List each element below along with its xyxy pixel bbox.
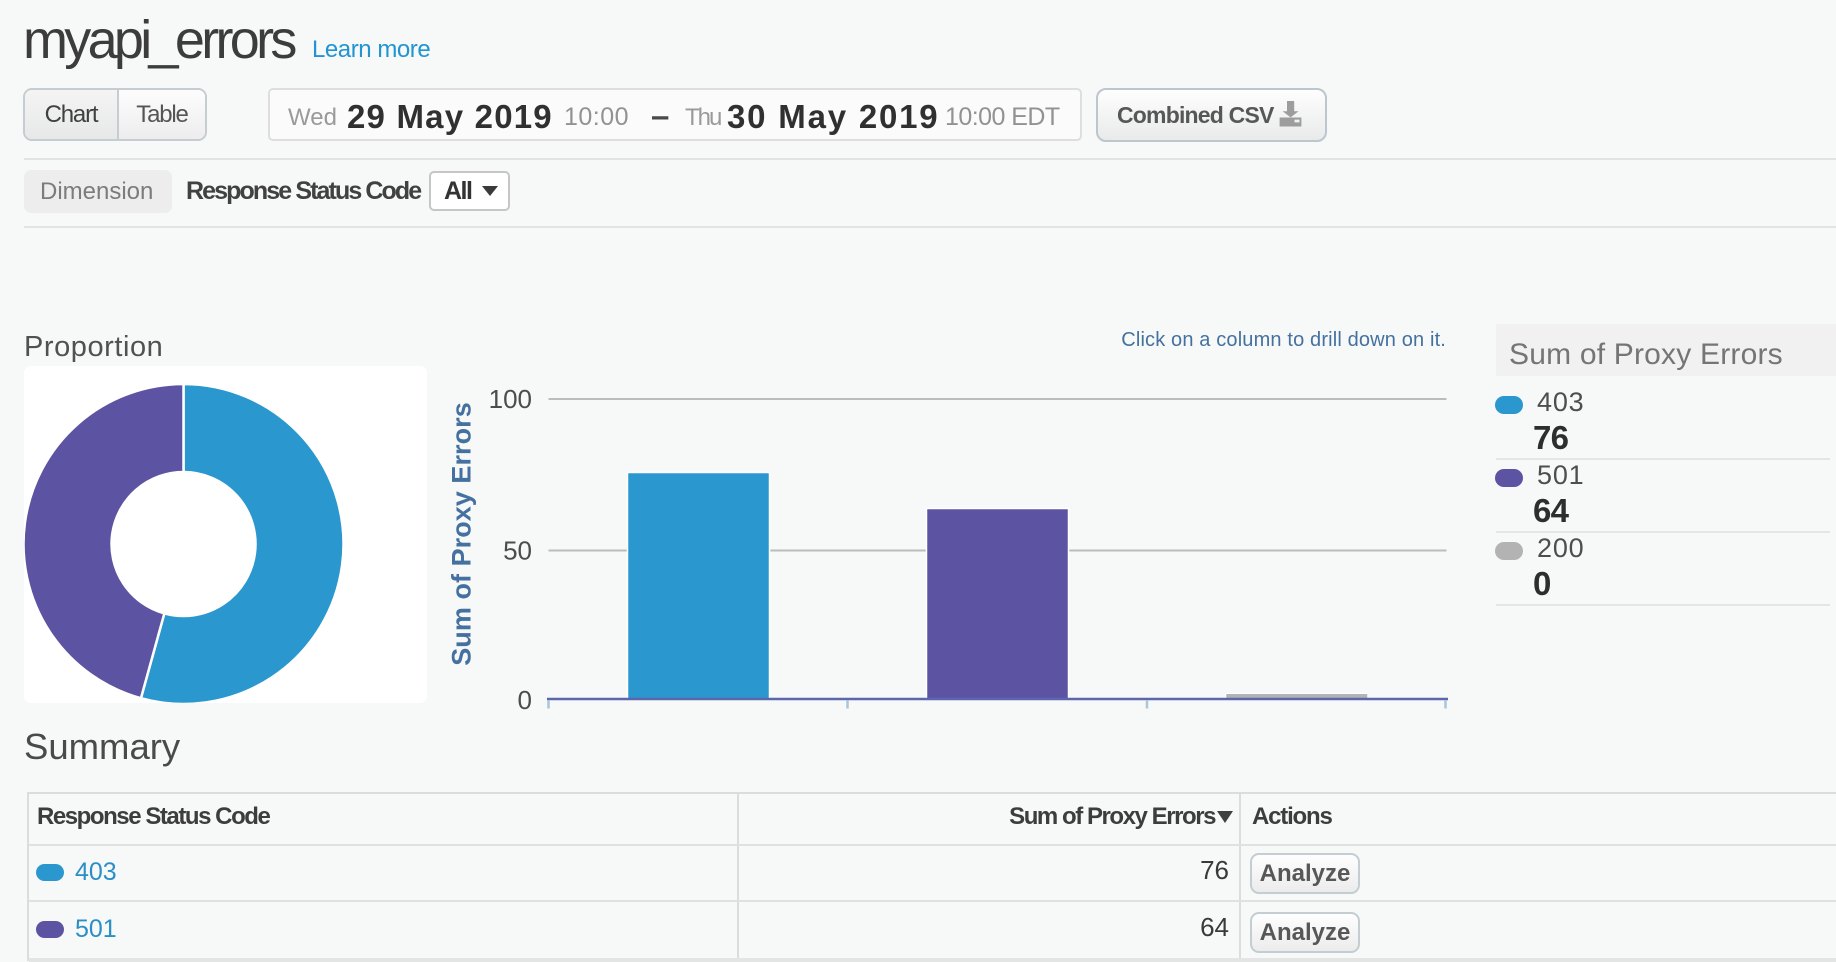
svg-text:Sum of Proxy Errors: Sum of Proxy Errors: [447, 402, 477, 666]
svg-text:50: 50: [503, 536, 532, 566]
svg-text:100: 100: [489, 384, 532, 414]
svg-text:0: 0: [518, 685, 532, 715]
